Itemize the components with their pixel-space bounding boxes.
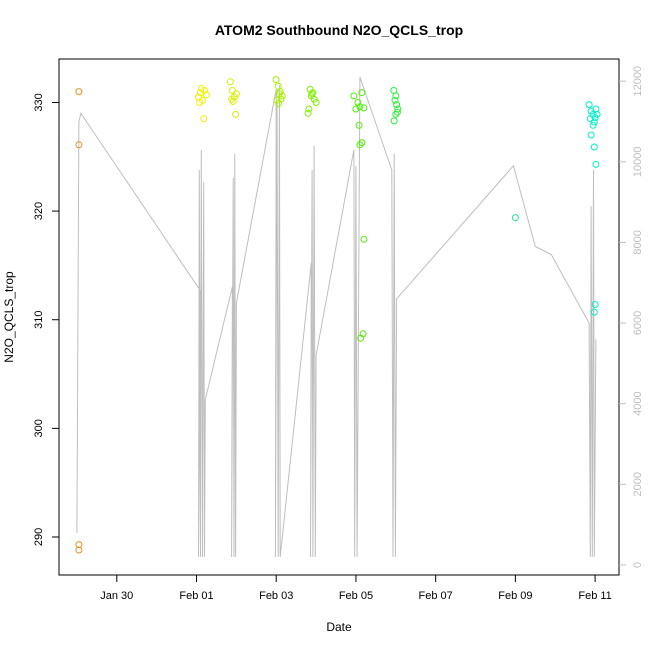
x-tick-label: Feb 05 xyxy=(339,590,373,602)
data-point xyxy=(275,100,283,107)
data-point xyxy=(203,91,210,99)
data-point xyxy=(392,92,400,100)
data-point xyxy=(592,160,600,168)
x-tick-label: Feb 03 xyxy=(259,590,293,602)
data-point xyxy=(229,97,237,105)
data-point xyxy=(356,103,364,111)
data-point xyxy=(393,101,401,109)
y2-tick-label: 8000 xyxy=(632,230,644,254)
y2-tick-label: 2000 xyxy=(632,472,644,496)
data-point xyxy=(197,84,205,92)
series-flight-feb10 xyxy=(511,214,519,222)
x-axis: Jan 30 Feb 01 Feb 03 Feb 05 Feb 07 Feb 09 Feb … xyxy=(100,574,612,602)
plot-frame xyxy=(58,58,620,576)
y2-tick-label: 12000 xyxy=(632,66,644,97)
data-point xyxy=(390,117,398,125)
x-tick-label: Feb 09 xyxy=(498,590,532,602)
data-point xyxy=(75,546,83,554)
data-point xyxy=(355,121,363,129)
series-flight-feb02 xyxy=(226,78,240,118)
data-point xyxy=(228,95,236,103)
y2-tick-label: 6000 xyxy=(632,311,644,335)
series-flight-feb11 xyxy=(585,101,601,316)
data-point xyxy=(304,109,312,117)
data-point xyxy=(590,308,598,316)
data-point xyxy=(360,235,368,243)
x-tick-label: Feb 11 xyxy=(578,590,611,602)
data-point xyxy=(590,118,598,126)
series-flight-jan29 xyxy=(75,88,83,554)
data-point xyxy=(312,99,320,106)
series-flight-feb04 xyxy=(304,85,320,117)
x-axis-label: Date xyxy=(326,620,352,634)
data-point xyxy=(272,76,280,84)
y2-tick-label: 10000 xyxy=(632,147,644,178)
data-point xyxy=(392,110,400,118)
data-point xyxy=(511,214,519,222)
data-point xyxy=(587,131,595,139)
series-flight-feb01 xyxy=(195,84,210,123)
y-tick-label: 310 xyxy=(33,311,45,329)
data-point xyxy=(358,89,366,97)
data-point xyxy=(585,101,593,109)
data-point xyxy=(393,108,401,116)
x-tick-label: Feb 01 xyxy=(179,590,213,602)
data-point xyxy=(232,110,240,118)
y-tick-label: 290 xyxy=(33,528,45,546)
data-point xyxy=(200,115,208,123)
y-tick-label: 300 xyxy=(33,419,45,437)
data-point xyxy=(350,92,358,100)
altitude-line xyxy=(76,76,597,557)
data-point xyxy=(589,121,597,129)
data-point xyxy=(360,104,368,112)
x-tick-label: Jan 30 xyxy=(100,590,133,602)
data-point xyxy=(75,88,83,96)
altitude-layer xyxy=(76,76,597,557)
data-point xyxy=(197,89,204,97)
data-point xyxy=(356,141,364,149)
data-point xyxy=(196,99,204,106)
data-point xyxy=(352,105,360,113)
y-tick-label: 330 xyxy=(33,93,45,111)
data-point xyxy=(309,89,317,97)
data-point xyxy=(226,78,234,86)
data-point xyxy=(391,96,399,104)
y-tick-label: 320 xyxy=(33,202,45,220)
y-axis-label: N2O_QCLS_trop xyxy=(2,271,16,363)
chart-title: ATOM2 Southbound N2O_QCLS_trop xyxy=(215,22,463,38)
data-point xyxy=(228,87,236,94)
points-layer xyxy=(75,76,601,554)
data-point xyxy=(591,301,599,308)
y2-tick-label: 0 xyxy=(632,562,644,568)
data-point xyxy=(359,330,367,338)
y2-tick-label: 4000 xyxy=(632,391,644,415)
series-flight-feb06 xyxy=(390,87,402,125)
data-point xyxy=(358,139,366,147)
x-tick-label: Feb 07 xyxy=(419,590,453,602)
data-point xyxy=(75,141,83,149)
data-point xyxy=(354,99,362,106)
data-point xyxy=(593,110,601,118)
series-flight-feb05 xyxy=(350,89,368,342)
right-axis: 0 2000 4000 6000 8000 10000 12000 xyxy=(619,66,644,568)
data-point xyxy=(232,90,240,98)
data-point xyxy=(305,105,313,113)
data-point xyxy=(75,541,83,549)
series-flight-feb03 xyxy=(272,76,286,107)
data-point xyxy=(590,143,598,151)
y-axis: 290 300 310 320 330 xyxy=(33,93,59,546)
